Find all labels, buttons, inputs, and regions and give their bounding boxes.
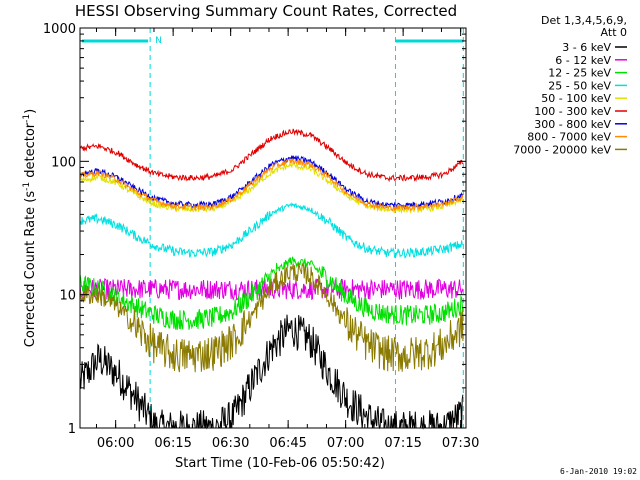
y-axis-label-exp: -1 xyxy=(22,182,32,191)
series-line-4 xyxy=(79,161,464,215)
x-tick-label: 06:45 xyxy=(269,436,306,451)
series-line-0 xyxy=(79,314,464,430)
series-line-5 xyxy=(79,128,464,183)
y-tick-label: 10 xyxy=(59,289,76,304)
legend-entry: 300 - 800 keV xyxy=(534,118,611,131)
x-tick-label: 06:15 xyxy=(154,436,191,451)
y-axis-label-exp2: -1 xyxy=(22,114,32,123)
x-tick-label: 07:30 xyxy=(442,436,479,451)
series-line-8 xyxy=(79,263,464,373)
footer-timestamp: 6-Jan-2010 19:02 xyxy=(560,467,637,476)
y-tick-label: 1 xyxy=(68,422,76,437)
series-line-3 xyxy=(79,201,464,259)
series-line-2 xyxy=(79,256,464,330)
legend-entry: 800 - 7000 keV xyxy=(527,131,611,144)
x-tick-label: 07:15 xyxy=(384,436,421,451)
legend-entry: 7000 - 20000 keV xyxy=(513,143,611,156)
y-axis-label-mid: detector xyxy=(23,122,38,182)
night-marker-label: N xyxy=(155,36,162,46)
y-axis-label-main: Corrected Count Rate (s xyxy=(23,191,38,348)
legend-entry: 6 - 12 keV xyxy=(555,54,611,67)
legend-entry: 3 - 6 keV xyxy=(562,41,611,54)
legend-header: Det 1,3,4,5,6,9, xyxy=(541,14,627,27)
series-line-7 xyxy=(79,157,464,212)
legend-entry: 100 - 300 keV xyxy=(534,105,611,118)
legend-header: Att 0 xyxy=(601,26,627,39)
x-axis: 06:00 06:15 06:30 06:45 07:00 07:15 07:30 xyxy=(95,28,479,451)
y-tick-label: 100 xyxy=(51,155,76,170)
series-line-6 xyxy=(79,155,464,210)
legend-entry: 50 - 100 keV xyxy=(541,92,611,105)
legend-entry: 25 - 50 keV xyxy=(548,79,611,92)
x-tick-label: 07:00 xyxy=(327,436,364,451)
y-axis-label: Corrected Count Rate (s-1 detector-1) xyxy=(22,109,38,347)
y-axis-label-end: ) xyxy=(23,109,38,114)
legend-entry: 12 - 25 keV xyxy=(548,67,611,80)
plot-frame xyxy=(79,27,467,429)
y-axis: 1 10 100 1000 xyxy=(43,22,466,437)
chart-title: HESSI Observing Summary Count Rates, Cor… xyxy=(75,2,457,20)
x-tick-label: 06:30 xyxy=(212,436,249,451)
x-tick-label: 06:00 xyxy=(97,436,134,451)
series-lines xyxy=(79,128,464,430)
x-axis-label: Start Time (10-Feb-06 05:50:42) xyxy=(175,456,385,471)
y-tick-label: 1000 xyxy=(43,22,76,37)
